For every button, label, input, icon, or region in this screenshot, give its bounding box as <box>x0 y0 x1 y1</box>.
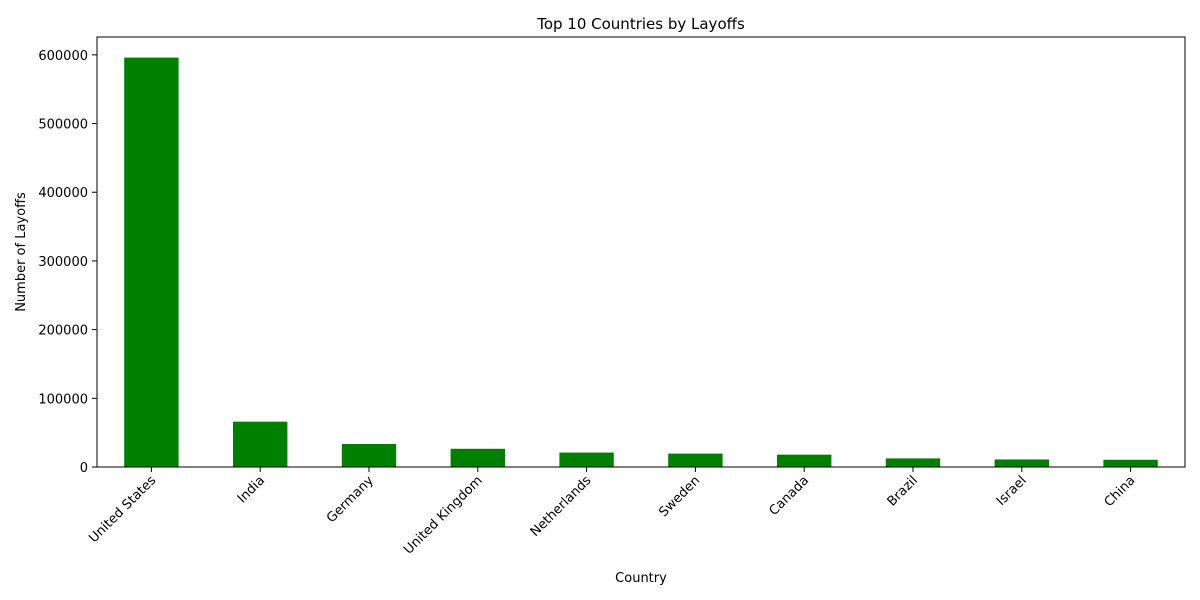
x-tick-label: India <box>235 473 268 506</box>
y-tick-label: 600000 <box>38 49 88 64</box>
x-tick-label: Netherlands <box>528 473 595 540</box>
bar <box>885 458 941 467</box>
chart-title: Top 10 Countries by Layoffs <box>536 15 745 33</box>
y-tick-label: 500000 <box>38 118 88 133</box>
y-axis: 0 100000 200000 300000 400000 500000 600000 <box>38 49 97 476</box>
x-tick-label: Sweden <box>656 473 703 520</box>
plot-area <box>124 57 1158 468</box>
bar <box>668 453 723 467</box>
x-axis-label: Country <box>615 571 667 586</box>
y-tick-label: 100000 <box>38 392 88 407</box>
bar <box>559 452 614 467</box>
x-tick-label: Germany <box>324 473 377 526</box>
bar <box>341 443 397 467</box>
bar <box>450 448 505 467</box>
x-tick-label: United Kingdom <box>401 473 485 557</box>
bar <box>777 454 832 467</box>
x-tick-label: Brazil <box>885 473 921 509</box>
x-tick-label: China <box>1102 473 1139 510</box>
x-tick-label: Canada <box>766 473 812 519</box>
bar <box>994 459 1049 467</box>
x-tick-label: Israel <box>994 473 1030 509</box>
plot-frame <box>96 36 1186 468</box>
y-tick-label: 400000 <box>38 186 88 201</box>
bar <box>1103 459 1158 467</box>
bar <box>124 57 179 468</box>
y-tick-label: 200000 <box>38 324 88 339</box>
y-axis-label: Number of Layoffs <box>14 192 29 312</box>
x-axis: United States India Germany United Kingdom N… <box>86 467 1138 558</box>
y-tick-label: 0 <box>80 461 88 476</box>
bar <box>233 421 288 467</box>
y-tick-label: 300000 <box>38 255 88 270</box>
x-tick-label: United States <box>86 473 159 546</box>
